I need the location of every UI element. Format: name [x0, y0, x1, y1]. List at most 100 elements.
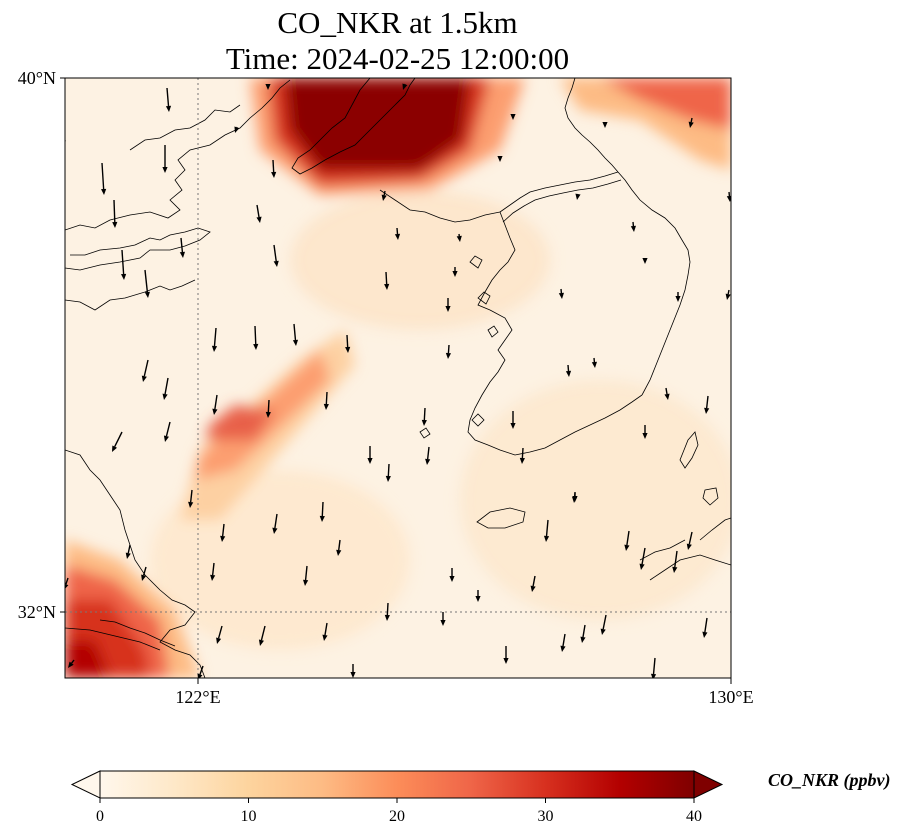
wind-arrow-icon: [510, 114, 516, 120]
colorbar-label: CO_NKR (ppbv): [768, 770, 891, 790]
coastlines: [65, 78, 731, 678]
wind-arrow-icon: [125, 544, 131, 559]
wind-arrow-icon: [675, 292, 681, 302]
wind-arrow-icon: [322, 622, 328, 641]
wind-arrow-icon: [452, 267, 458, 277]
wind-vectors: [65, 83, 731, 678]
wind-arrow-icon: [630, 221, 636, 232]
wind-arrow-icon: [503, 646, 509, 664]
wind-arrow-icon: [543, 519, 550, 542]
lon-tick-122e: 122°E: [175, 687, 220, 707]
wind-arrow-icon: [323, 391, 329, 410]
wind-arrow-icon: [271, 159, 277, 178]
wind-arrow-icon: [65, 577, 69, 589]
wind-arrow-icon: [165, 87, 172, 112]
wind-arrow-icon: [265, 399, 271, 418]
colorbar-tick-label: 20: [389, 808, 405, 825]
wind-arrow-icon: [319, 501, 325, 522]
wind-arrow-icon: [303, 565, 309, 586]
concentration-field: [65, 78, 731, 678]
wind-arrow-icon: [216, 625, 223, 644]
wind-arrow-icon: [572, 492, 578, 502]
wind-arrow-icon: [234, 126, 240, 133]
wind-arrow-icon: [565, 364, 572, 377]
wind-arrow-icon: [624, 530, 630, 551]
wind-arrow-icon: [602, 122, 608, 128]
wind-arrow-icon: [475, 590, 481, 602]
wind-arrow-icon: [519, 447, 525, 464]
wind-arrow-icon: [394, 227, 401, 240]
chart-title-line2: Time: 2024-02-25 12:00:00: [225, 41, 570, 76]
wind-arrow-icon: [188, 489, 194, 508]
wind-arrow-icon: [68, 659, 75, 668]
wind-arrow-icon: [639, 547, 646, 570]
wind-arrow-icon: [65, 140, 66, 163]
wind-arrow-icon: [272, 513, 278, 534]
wind-arrow-icon: [162, 377, 169, 400]
wind-arrow-icon: [642, 258, 648, 264]
wind-arrow-icon: [265, 84, 271, 90]
wind-arrow-icon: [112, 431, 123, 452]
wind-arrow-icon: [560, 633, 566, 652]
colorbar-tick-label: 30: [538, 808, 554, 825]
wind-arrow-icon: [367, 446, 373, 464]
wind-arrow-icon: [497, 156, 503, 162]
wind-arrow-icon: [141, 566, 147, 581]
wind-arrow-icon: [210, 562, 216, 581]
wind-arrow-icon: [445, 344, 452, 359]
wind-arrow-icon: [445, 298, 451, 312]
wind-arrow-icon: [101, 162, 107, 195]
plume-layer: [65, 78, 731, 678]
wind-arrow-icon: [212, 394, 218, 415]
colorbar-tick-label: 40: [686, 808, 702, 825]
wind-arrow-icon: [688, 117, 694, 128]
wind-arrow-icon: [702, 617, 708, 638]
wind-arrow-icon: [704, 395, 710, 414]
wind-arrow-icon: [273, 244, 279, 267]
wind-arrow-icon: [600, 614, 607, 635]
wind-arrow-icon: [345, 334, 351, 353]
lat-tick-40n: 40°N: [18, 68, 56, 88]
colorbar-tick-label: 10: [241, 808, 257, 825]
wind-arrow-icon: [350, 664, 356, 678]
wind-arrow-icon: [381, 190, 387, 201]
wind-arrow-icon: [575, 193, 581, 200]
wind-arrow-icon: [402, 83, 408, 90]
wind-arrow-icon: [179, 237, 185, 258]
wind-arrow-icon: [253, 325, 259, 350]
wind-arrow-icon: [385, 463, 391, 482]
wind-arrow-icon: [292, 323, 299, 346]
colorbar-extend-max: [693, 770, 724, 799]
wind-arrow-icon: [121, 249, 127, 280]
wind-arrow-icon: [726, 191, 731, 202]
chart-title-line1: CO_NKR at 1.5km: [277, 5, 518, 40]
wind-arrow-icon: [558, 288, 564, 299]
wind-arrow-icon: [449, 568, 455, 582]
wind-arrow-icon: [256, 204, 262, 223]
wind-arrow-icon: [421, 407, 427, 426]
wind-arrow-icon: [580, 624, 586, 643]
wind-arrow-icon: [336, 539, 342, 556]
wind-arrow-icon: [144, 269, 150, 298]
wind-arrow-icon: [163, 421, 171, 442]
wind-arrow-icon: [220, 523, 226, 542]
lon-tick-130e: 130°E: [708, 687, 753, 707]
colorbar-tick-label: 0: [96, 808, 104, 825]
wind-arrow-icon: [211, 327, 218, 352]
wind-arrow-icon: [591, 357, 597, 368]
wind-arrow-icon: [664, 387, 670, 400]
wind-arrow-icon: [384, 271, 390, 290]
wind-arrow-icon: [456, 233, 462, 242]
wind-arrow-icon: [141, 359, 149, 382]
wind-arrow-icon: [258, 625, 266, 646]
colorbar-extend-min: [70, 770, 101, 799]
wind-arrow-icon: [642, 425, 648, 439]
wind-arrow-icon: [197, 665, 204, 678]
wind-arrow-icon: [384, 602, 390, 621]
wind-arrow-icon: [112, 199, 118, 228]
wind-arrow-icon: [530, 575, 536, 592]
wind-arrow-icon: [440, 612, 446, 626]
map-frame: [64, 77, 732, 679]
wind-arrow-icon: [686, 531, 693, 550]
